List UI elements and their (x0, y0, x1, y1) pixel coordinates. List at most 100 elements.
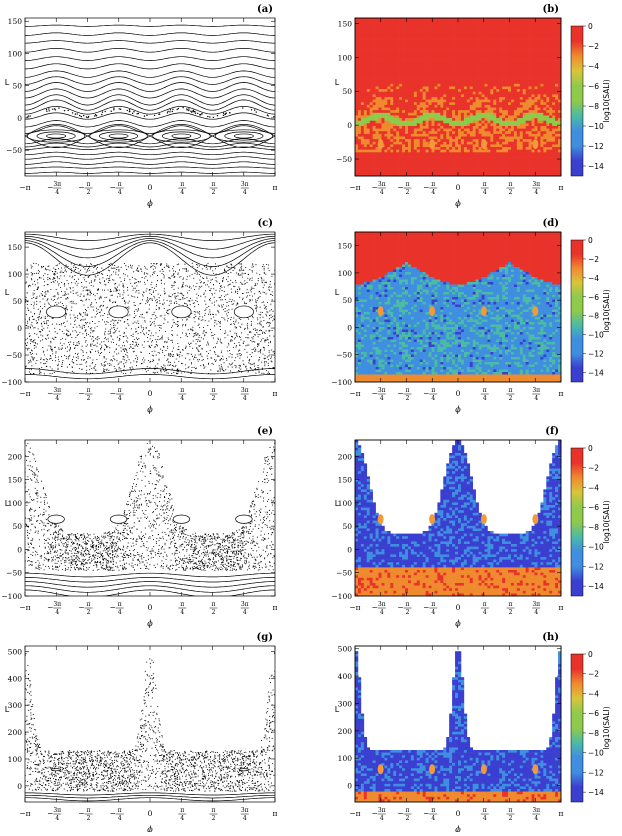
orbit-point (251, 356, 252, 357)
sali-cell (555, 71, 558, 74)
sali-cell (443, 84, 446, 87)
sali-cell (470, 65, 473, 68)
sali-cell (529, 94, 532, 97)
sali-cell (370, 86, 373, 89)
sali-cell (443, 105, 446, 108)
sali-cell (520, 86, 523, 89)
sali-cell (529, 110, 532, 113)
orbit-point (39, 373, 40, 374)
sali-cell (470, 68, 473, 71)
sali-cell (526, 39, 529, 42)
sali-cell (496, 142, 499, 145)
sali-cell (552, 73, 555, 76)
sali-cell (399, 73, 402, 76)
sali-cell (461, 160, 464, 163)
sali-cell (508, 144, 511, 147)
sali-cell (482, 89, 485, 92)
sali-cell (452, 26, 455, 29)
sali-cell (532, 118, 535, 121)
sali-cell (429, 152, 432, 155)
sali-cell (546, 23, 549, 26)
sali-cell (387, 52, 390, 55)
sali-cell (470, 150, 473, 153)
sali-cell (449, 158, 452, 161)
sali-cell (523, 102, 526, 105)
orbit-point (216, 360, 217, 361)
sali-cell (535, 123, 538, 126)
sali-cell (461, 18, 464, 21)
sali-cell (384, 105, 387, 108)
sali-cell (455, 76, 458, 79)
sali-cell (361, 110, 364, 113)
orbit-point (220, 286, 221, 287)
sali-cell (446, 29, 449, 32)
sali-cell (437, 55, 440, 58)
sali-cell (467, 34, 470, 37)
sali-cell (458, 60, 461, 63)
sali-cell (434, 55, 437, 58)
sali-cell (364, 60, 367, 63)
orbit-point (266, 309, 267, 310)
sali-cell (396, 121, 399, 124)
sali-cell (546, 76, 549, 79)
sali-cell (361, 23, 364, 26)
sali-cell (502, 121, 505, 124)
sali-cell (473, 118, 476, 121)
sali-cell (487, 131, 490, 134)
sali-cell (434, 29, 437, 32)
sali-cell (402, 39, 405, 42)
orbit-point (101, 347, 102, 348)
orbit-point (78, 356, 79, 357)
sali-cell (358, 18, 361, 21)
sali-cell (420, 118, 423, 121)
sali-cell (511, 110, 514, 113)
sali-cell (434, 47, 437, 50)
sali-cell (379, 105, 382, 108)
sali-cell (502, 76, 505, 79)
orbit-point (44, 285, 45, 286)
sali-cell (470, 171, 473, 174)
sali-cell (514, 123, 517, 126)
sali-cell (532, 123, 535, 126)
sali-cell (411, 121, 414, 124)
sali-cell (370, 139, 373, 142)
sali-cell (367, 18, 370, 21)
sali-cell (476, 63, 479, 66)
sali-cell (455, 150, 458, 153)
sali-cell (384, 79, 387, 82)
sali-cell (373, 134, 376, 137)
sali-cell (537, 121, 540, 124)
sali-cell (396, 47, 399, 50)
sali-cell (464, 165, 467, 168)
sali-cell (464, 55, 467, 58)
sali-cell (376, 121, 379, 124)
sali-cell (552, 131, 555, 134)
sali-cell (434, 139, 437, 142)
sali-cell (432, 115, 435, 118)
sali-cell (493, 137, 496, 140)
sali-cell (470, 121, 473, 124)
sali-cell (555, 131, 558, 134)
sali-cell (405, 129, 408, 132)
sali-cell (543, 129, 546, 132)
sali-cell (452, 163, 455, 166)
sali-cell (520, 105, 523, 108)
orbit-point (27, 116, 28, 117)
sali-cell (405, 65, 408, 68)
sali-cell (414, 152, 417, 155)
sali-cell (467, 60, 470, 63)
sali-cell (390, 171, 393, 174)
sali-cell (443, 108, 446, 111)
sali-cell (387, 102, 390, 105)
sali-cell (373, 123, 376, 126)
sali-cell (473, 92, 476, 95)
sali-cell (482, 81, 485, 84)
orbit-point (271, 287, 272, 288)
sali-cell (508, 147, 511, 150)
sali-cell (393, 34, 396, 37)
sali-cell (387, 155, 390, 158)
sali-cell (499, 52, 502, 55)
sali-cell (526, 29, 529, 32)
orbit-point (273, 336, 274, 337)
sali-cell (414, 142, 417, 145)
